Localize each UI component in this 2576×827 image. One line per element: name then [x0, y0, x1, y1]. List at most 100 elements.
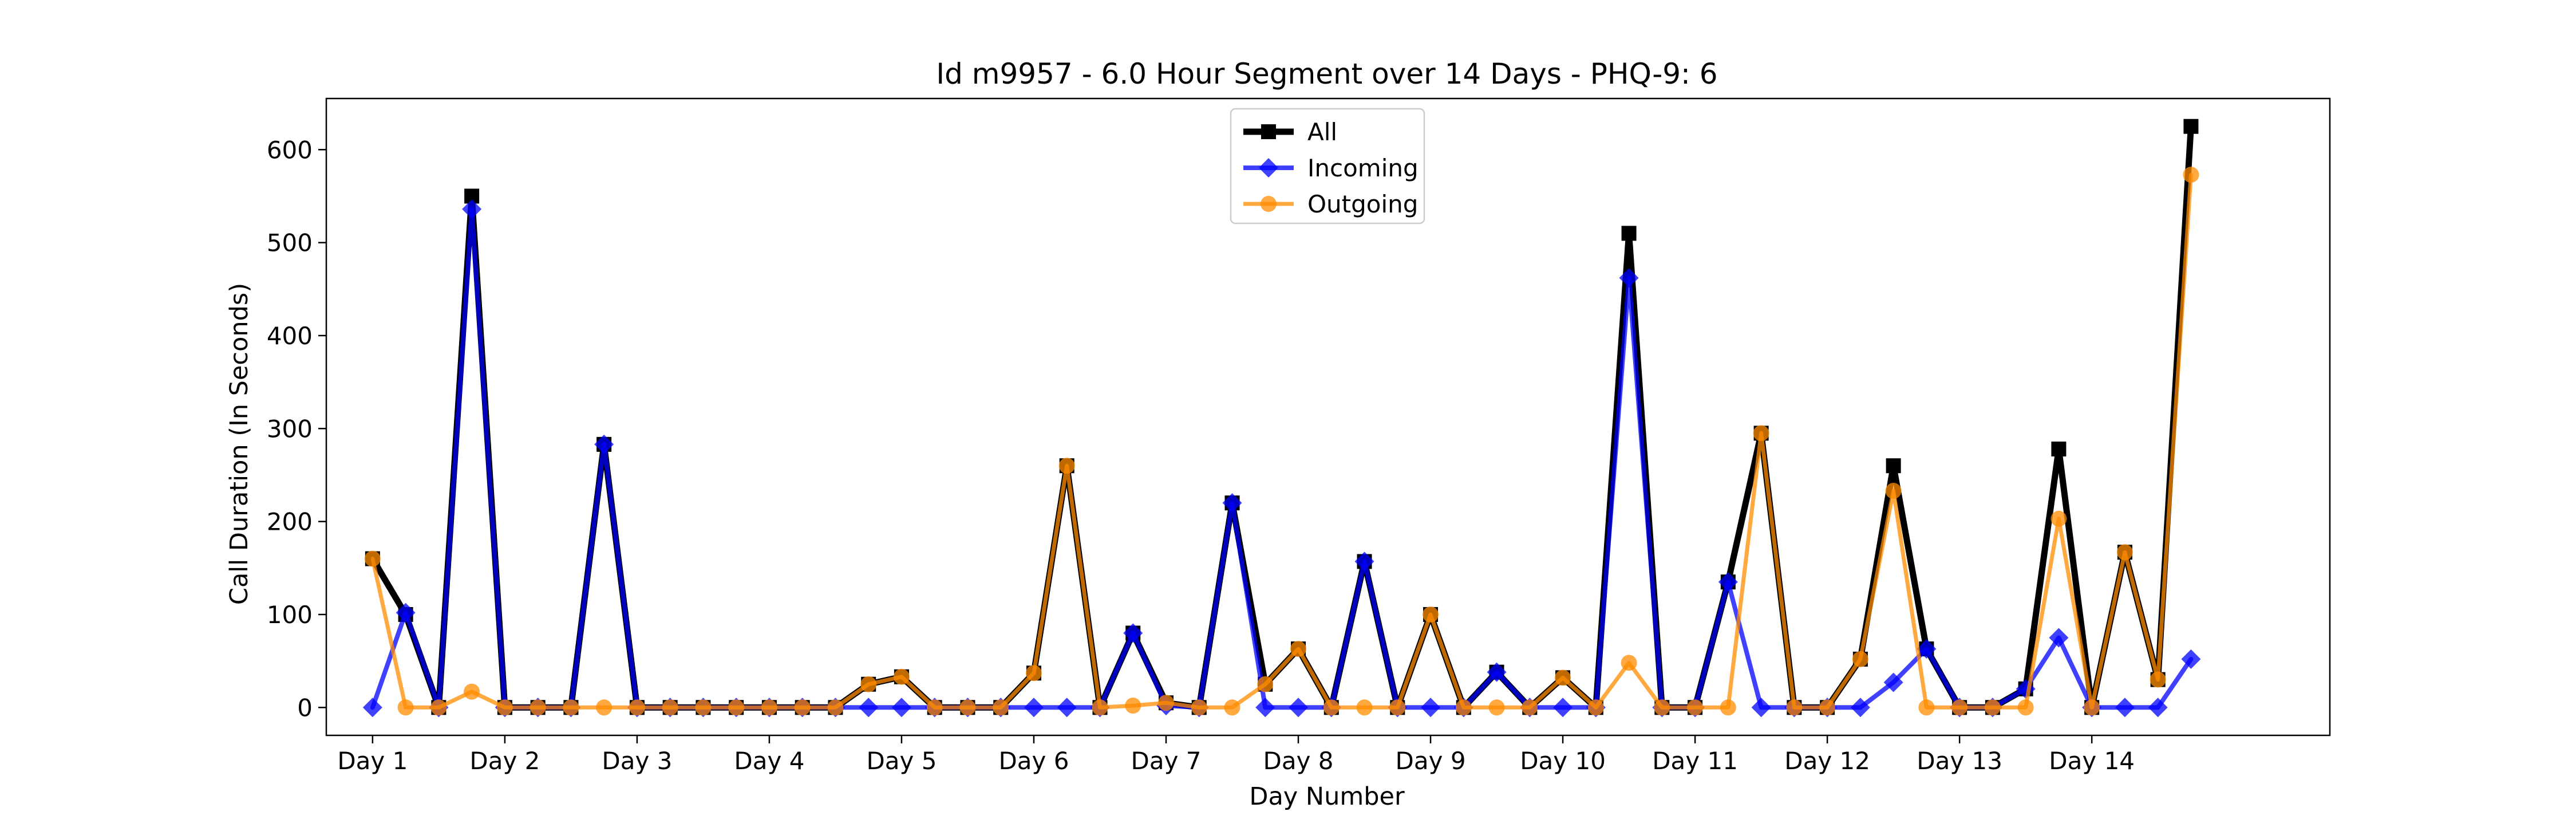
- data-point-all: [2051, 442, 2067, 457]
- data-point-outgoing: [1555, 670, 1571, 686]
- x-tick-label: Day 10: [1520, 747, 1606, 775]
- data-point-outgoing: [1885, 483, 1902, 499]
- x-tick-label: Day 7: [1131, 747, 1201, 775]
- data-point-outgoing: [860, 676, 877, 692]
- data-point-incoming: [1751, 698, 1771, 718]
- data-point-incoming: [594, 434, 614, 454]
- y-tick-label: 600: [267, 136, 313, 164]
- data-point-outgoing: [364, 550, 381, 567]
- data-point-outgoing: [1488, 699, 1505, 716]
- x-tick-label: Day 2: [469, 747, 540, 775]
- y-tick-label: 500: [267, 229, 313, 257]
- data-point-incoming: [1255, 698, 1275, 718]
- data-point-outgoing: [596, 699, 613, 716]
- data-point-outgoing: [629, 699, 645, 716]
- data-point-outgoing: [926, 699, 943, 716]
- x-tick-label: Day 13: [1917, 747, 2002, 775]
- legend-label: Incoming: [1307, 154, 1419, 182]
- y-tick-label: 400: [267, 322, 313, 350]
- data-point-outgoing: [496, 699, 513, 716]
- x-axis: Day 1 Day 2 Day 3 Day 4 Day 5 Day 6 Day 7 Day 8…: [337, 735, 2135, 775]
- data-point-outgoing: [959, 699, 976, 716]
- data-point-outgoing: [1819, 699, 1836, 716]
- legend-label: All: [1307, 118, 1337, 146]
- legend: All Incoming Outgoing: [1230, 108, 1425, 225]
- data-point-incoming: [1917, 639, 1937, 659]
- data-point-outgoing: [761, 699, 777, 716]
- data-point-outgoing: [1290, 641, 1307, 657]
- legend-marker: [1261, 124, 1276, 139]
- data-point-incoming: [396, 602, 416, 623]
- data-point-outgoing: [1687, 699, 1704, 716]
- data-point-outgoing: [1455, 699, 1472, 716]
- data-point-outgoing: [464, 683, 480, 700]
- data-point-outgoing: [2084, 699, 2100, 716]
- data-point-incoming: [1718, 572, 1738, 592]
- legend-box: [1230, 108, 1425, 225]
- y-tick-label: 100: [267, 601, 313, 629]
- x-tick-label: Day 5: [866, 747, 937, 775]
- data-point-outgoing: [2183, 167, 2199, 183]
- data-point-outgoing: [1257, 676, 1274, 692]
- data-point-outgoing: [1984, 699, 2001, 716]
- data-point-outgoing: [1852, 651, 1868, 667]
- data-point-all: [2183, 119, 2199, 134]
- data-point-incoming: [2181, 649, 2201, 669]
- data-point-incoming: [1289, 698, 1309, 718]
- data-point-outgoing: [893, 668, 910, 685]
- data-point-outgoing: [1157, 695, 1174, 711]
- data-point-incoming: [2049, 628, 2069, 648]
- data-point-incoming: [1421, 698, 1441, 718]
- series-outgoing: [364, 167, 2199, 716]
- x-tick-label: Day 12: [1784, 747, 1870, 775]
- data-point-outgoing: [1587, 699, 1604, 716]
- data-point-outgoing: [1025, 665, 1042, 682]
- y-axis: 0 100 200 300 400 500 600: [267, 136, 326, 722]
- data-point-outgoing: [1389, 699, 1406, 716]
- data-point-outgoing: [2150, 671, 2166, 688]
- data-point-outgoing: [1323, 699, 1340, 716]
- chart-title: Id m9957 - 6.0 Hour Segment over 14 Days…: [936, 57, 1717, 90]
- data-point-outgoing: [397, 699, 414, 716]
- series-layer: [362, 119, 2201, 718]
- data-point-outgoing: [1720, 699, 1736, 716]
- data-point-incoming: [1487, 662, 1507, 682]
- data-point-outgoing: [1786, 699, 1803, 716]
- data-point-outgoing: [1356, 699, 1373, 716]
- data-point-outgoing: [1125, 698, 1141, 714]
- data-point-outgoing: [1918, 699, 1935, 716]
- data-point-outgoing: [1423, 606, 1439, 623]
- x-tick-label: Day 9: [1396, 747, 1466, 775]
- x-tick-label: Day 14: [2049, 747, 2135, 775]
- data-point-incoming: [462, 199, 482, 219]
- data-point-incoming: [1354, 552, 1374, 572]
- plot-frame: [325, 97, 2331, 737]
- data-point-outgoing: [1224, 699, 1240, 716]
- data-point-all: [1886, 458, 1901, 474]
- data-point-incoming: [1123, 623, 1143, 643]
- y-tick-label: 200: [267, 508, 313, 536]
- data-point-outgoing: [1654, 699, 1670, 716]
- y-axis-label: Call Duration (In Seconds): [225, 283, 254, 605]
- data-point-incoming: [1850, 698, 1870, 718]
- data-point-outgoing: [662, 699, 678, 716]
- x-tick-label: Day 6: [998, 747, 1069, 775]
- data-point-incoming: [1024, 698, 1044, 718]
- data-point-incoming: [891, 698, 911, 718]
- x-axis-label: Day Number: [1249, 782, 1405, 811]
- data-point-all: [1621, 226, 1637, 241]
- data-point-outgoing: [430, 699, 447, 716]
- legend-label: Outgoing: [1307, 190, 1418, 218]
- x-tick-label: Day 1: [337, 747, 408, 775]
- data-point-outgoing: [1092, 699, 1108, 716]
- x-tick-label: Day 4: [734, 747, 804, 775]
- data-point-outgoing: [1951, 699, 1968, 716]
- data-point-outgoing: [728, 699, 745, 716]
- data-point-incoming: [2148, 698, 2168, 718]
- data-point-incoming: [1553, 698, 1573, 718]
- data-point-outgoing: [1058, 458, 1075, 474]
- data-point-incoming: [1222, 493, 1242, 513]
- x-tick-label: Day 8: [1263, 747, 1334, 775]
- data-point-incoming: [1883, 672, 1903, 692]
